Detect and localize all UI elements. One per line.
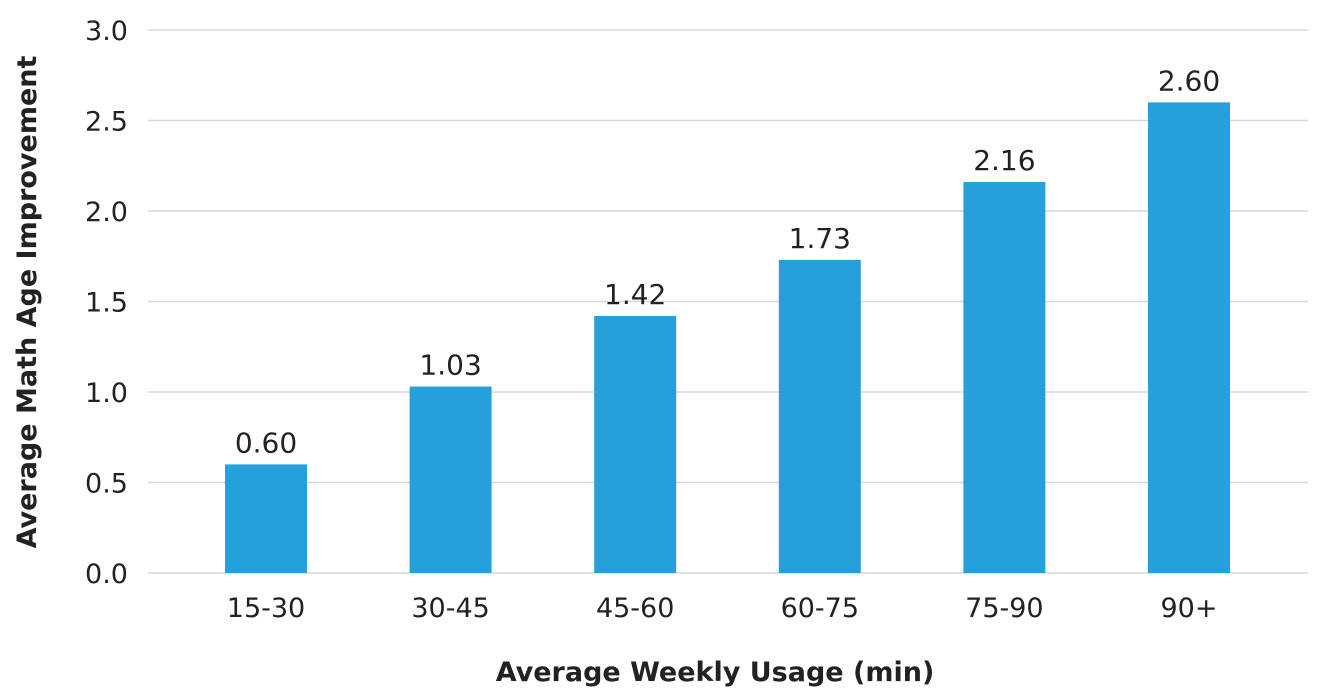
bar bbox=[225, 464, 307, 573]
y-tick-label: 2.5 bbox=[85, 107, 128, 138]
y-tick-label: 3.0 bbox=[85, 16, 128, 47]
data-labels: 0.60 1.03 1.42 1.73 2.16 2.60 bbox=[235, 64, 1220, 459]
grid-lines bbox=[148, 29, 1308, 574]
bar bbox=[963, 182, 1046, 574]
bar bbox=[594, 315, 677, 573]
x-tick-label: 75-90 bbox=[965, 593, 1043, 624]
x-tick-label: 60-75 bbox=[781, 593, 859, 624]
data-label: 1.42 bbox=[604, 278, 666, 311]
data-label: 2.60 bbox=[1158, 64, 1220, 97]
x-tick-label: 45-60 bbox=[596, 593, 674, 624]
y-tick-label: 1.0 bbox=[85, 378, 128, 409]
data-label: 1.03 bbox=[419, 349, 481, 382]
y-axis-ticks: 0.0 0.5 1.0 1.5 2.0 2.5 3.0 bbox=[85, 16, 128, 590]
bars bbox=[225, 102, 1230, 574]
data-label: 2.16 bbox=[973, 144, 1035, 177]
y-tick-label: 2.0 bbox=[85, 197, 128, 228]
x-axis-ticks: 15-30 30-45 45-60 60-75 75-90 90+ bbox=[227, 593, 1218, 624]
y-tick-label: 0.5 bbox=[85, 469, 128, 500]
bar bbox=[409, 386, 492, 573]
x-axis-title: Average Weekly Usage (min) bbox=[496, 657, 935, 688]
data-label: 1.73 bbox=[789, 222, 851, 255]
y-axis-title: Average Math Age Improvement bbox=[12, 55, 43, 548]
bar bbox=[1148, 102, 1230, 574]
x-tick-label: 90+ bbox=[1161, 593, 1218, 624]
y-tick-label: 1.5 bbox=[85, 288, 128, 319]
y-tick-label: 0.0 bbox=[85, 559, 128, 590]
x-tick-label: 30-45 bbox=[411, 593, 489, 624]
bar bbox=[778, 259, 861, 573]
data-label: 0.60 bbox=[235, 426, 297, 459]
x-tick-label: 15-30 bbox=[227, 593, 305, 624]
